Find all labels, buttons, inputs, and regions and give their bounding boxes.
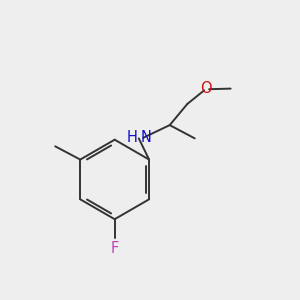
Text: O: O (200, 81, 212, 96)
Text: N: N (140, 130, 151, 145)
Text: H: H (126, 130, 137, 145)
Text: F: F (110, 241, 119, 256)
